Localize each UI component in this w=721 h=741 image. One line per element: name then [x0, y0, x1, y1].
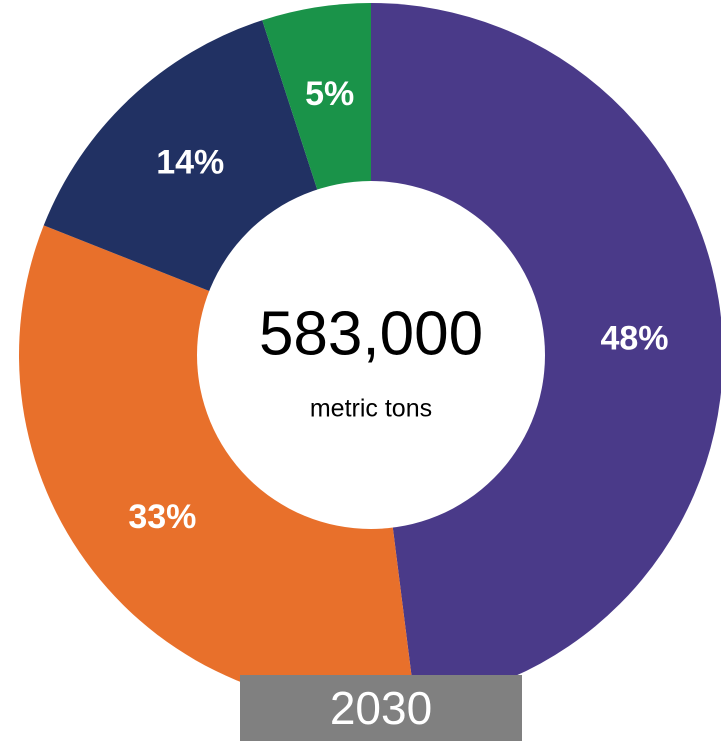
value-label: 33% [128, 498, 196, 536]
donut-hole [197, 181, 545, 529]
center-sublabel: metric tons [310, 395, 432, 423]
center-label: 583,000 [259, 299, 483, 368]
footer-box [240, 675, 522, 741]
value-label: 5% [305, 75, 354, 113]
value-label: 48% [600, 319, 668, 357]
footer-label: 2030 [330, 682, 432, 734]
value-label: 14% [156, 144, 224, 182]
slice [371, 3, 721, 705]
